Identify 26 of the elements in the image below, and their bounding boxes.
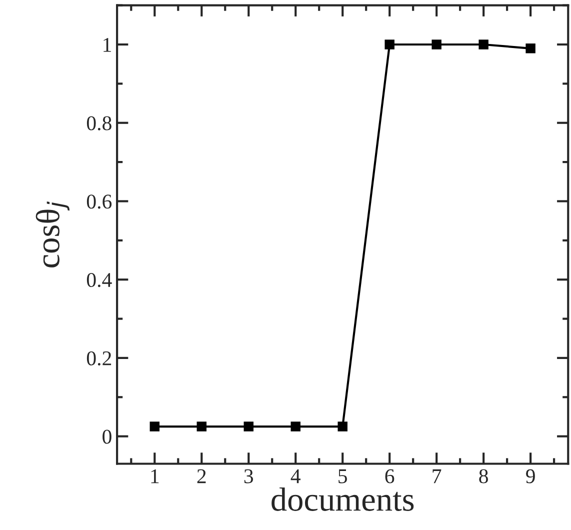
y-axis-title: cosθ$_{j}$ (36, 202, 70, 268)
point (526, 44, 536, 54)
y-tick-label: 0.8 (86, 116, 112, 130)
y-tick-label: 0.2 (86, 351, 112, 366)
x-tick-label: 2 (197, 469, 206, 484)
y-tick-label: 1 (104, 38, 111, 52)
point (432, 40, 442, 50)
x-tick-label: 6 (385, 469, 394, 484)
point (196, 422, 206, 432)
x-tick-label: 8 (479, 469, 488, 484)
y-tick-label: 0.4 (86, 272, 112, 288)
point (478, 40, 488, 50)
x-tick-label: 7 (432, 469, 442, 484)
y-tick-label: 0 (102, 430, 112, 444)
point (150, 422, 160, 432)
x-tick-label: 3 (244, 469, 254, 484)
x-tick-label: 4 (290, 469, 300, 484)
point (384, 40, 394, 50)
point (290, 422, 300, 432)
x-tick-label: 5 (338, 469, 347, 484)
y-tick-label: 0.6 (86, 194, 112, 209)
x-tick-label: 9 (526, 469, 535, 484)
point (338, 422, 348, 432)
point (244, 422, 254, 432)
x-axis-title: documents (272, 488, 414, 511)
x-tick-label: 1 (151, 469, 159, 484)
